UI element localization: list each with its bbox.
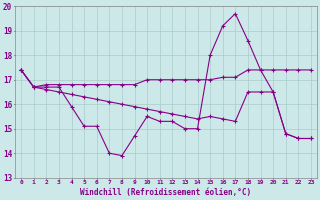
X-axis label: Windchill (Refroidissement éolien,°C): Windchill (Refroidissement éolien,°C) <box>80 188 252 197</box>
